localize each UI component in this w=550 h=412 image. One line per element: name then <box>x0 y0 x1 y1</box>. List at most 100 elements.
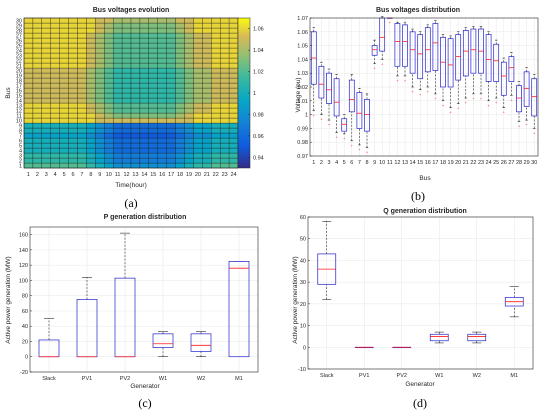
heatmap-y-tick-label: 17 <box>16 84 22 90</box>
heatmap-cell <box>211 32 221 39</box>
heatmap-cell <box>139 22 150 29</box>
y-tick-label: 1.01 <box>297 99 308 105</box>
heatmap-cell <box>139 67 150 74</box>
box-iqr <box>531 78 538 117</box>
x-tick-label: 25 <box>493 160 499 166</box>
heatmap-cell <box>86 92 96 99</box>
heatmap-cell <box>86 162 96 169</box>
heatmap-cell <box>50 97 60 104</box>
heatmap-cell <box>139 152 150 159</box>
heatmap-cell <box>219 42 230 49</box>
heatmap-cell <box>112 42 123 49</box>
heatmap-cell <box>193 152 203 159</box>
heatmap-cell <box>211 67 221 74</box>
x-tick-label: PV1 <box>359 373 369 379</box>
panel-label-d: (d) <box>413 396 427 410</box>
heatmap-cell <box>130 147 141 154</box>
box-iqr <box>500 61 507 96</box>
heatmap-cell <box>112 27 123 34</box>
heatmap-cell <box>211 92 221 99</box>
heatmap-cell <box>121 52 132 59</box>
heatmap-cell <box>211 147 221 154</box>
heatmap-cell <box>112 57 123 64</box>
heatmap-cell <box>121 152 132 159</box>
heatmap-cell <box>50 152 60 159</box>
heatmap-cell <box>23 52 34 59</box>
heatmap-cell <box>41 87 51 94</box>
heatmap-cell <box>139 42 150 49</box>
heatmap-cell <box>157 37 167 44</box>
heatmap-cell <box>148 157 158 164</box>
heatmap-cell <box>59 42 69 49</box>
heatmap-cell <box>112 157 123 164</box>
heatmap-cell <box>41 107 51 114</box>
box-iqr <box>455 34 462 81</box>
x-tick-label: Slack <box>320 373 334 379</box>
heatmap-cell <box>23 102 34 109</box>
outlier-marker: + <box>434 96 437 101</box>
heatmap-cell <box>41 132 51 139</box>
outlier-marker: + <box>404 78 407 83</box>
outlier-marker: + <box>510 97 513 102</box>
heatmap-cells <box>23 17 239 169</box>
heatmap-cell <box>175 62 185 69</box>
y-tick-label: 30 <box>300 280 306 286</box>
heatmap-cell <box>104 22 114 29</box>
box-iqr <box>394 23 401 67</box>
x-tick-label: 16 <box>425 160 431 166</box>
heatmap-cell <box>77 102 87 109</box>
heatmap-cell <box>175 122 185 129</box>
heatmap-cell <box>77 152 87 159</box>
box-iqr <box>409 31 416 74</box>
heatmap-cell <box>193 42 203 49</box>
heatmap-cell <box>130 77 141 84</box>
heatmap-cell <box>50 82 60 89</box>
heatmap-cell <box>219 147 230 154</box>
y-tick-label: 100 <box>19 278 28 284</box>
heatmap-cell <box>23 47 34 54</box>
heatmap-cell <box>86 82 96 89</box>
heatmap-cell <box>95 97 105 104</box>
heatmap-cell <box>202 107 212 114</box>
heatmap-y-tick-label: 28 <box>16 29 22 35</box>
heatmap-cell <box>148 62 158 69</box>
heatmap-cell <box>193 27 203 34</box>
heatmap-cell <box>77 157 87 164</box>
heatmap-cell <box>175 27 185 34</box>
outlier-marker: + <box>320 117 323 122</box>
heatmap-cell <box>86 32 96 39</box>
heatmap-cell <box>68 52 78 59</box>
heatmap-cell <box>228 22 239 29</box>
heatmap-cell <box>112 97 123 104</box>
y-tick-label: 60 <box>300 215 306 221</box>
heatmap-cell <box>202 132 212 139</box>
y-tick-label: 50 <box>300 237 306 243</box>
heatmap-cell <box>59 152 69 159</box>
heatmap-cell <box>86 27 96 34</box>
panel-a-heatmap: Bus voltages evolution 1 2 3 4 5 6 7 8 9 10 11 12 13… <box>5 7 264 210</box>
bus-dist-ylabel: Voltage (pu) <box>295 77 302 112</box>
heatmap-cell <box>95 67 105 74</box>
heatmap-cell <box>228 57 239 64</box>
heatmap-cell <box>202 77 212 84</box>
heatmap-x-tick-label: 13 <box>132 172 138 178</box>
heatmap-cell <box>166 87 176 94</box>
heatmap-cell <box>166 82 176 89</box>
heatmap-cell <box>219 102 230 109</box>
heatmap-cell <box>148 22 158 29</box>
heatmap-y-tick-label: 8 <box>19 129 22 135</box>
heatmap-cell <box>95 27 105 34</box>
heatmap-x-tick-label: 8 <box>89 172 92 178</box>
heatmap-cell <box>184 137 194 144</box>
y-tick-label: 1.05 <box>297 44 308 50</box>
heatmap-cell <box>211 37 221 44</box>
heatmap-cell <box>202 27 212 34</box>
heatmap-cell <box>157 92 167 99</box>
heatmap-cell <box>104 127 114 134</box>
heatmap-cell <box>193 137 203 144</box>
heatmap-cell <box>219 157 230 164</box>
x-tick-label: 29 <box>524 160 530 166</box>
heatmap-cell <box>193 37 203 44</box>
heatmap-cell <box>41 22 51 29</box>
heatmap-cell <box>166 27 176 34</box>
